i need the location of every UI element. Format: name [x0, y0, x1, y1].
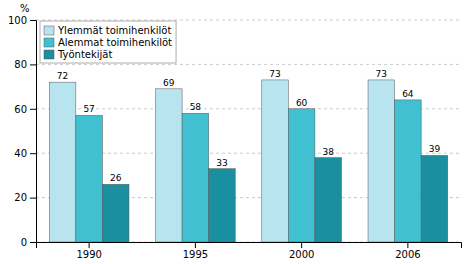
y-tick-mark	[30, 64, 36, 65]
x-axis: 1990 1995 2000 2006	[37, 242, 462, 260]
bar	[262, 80, 289, 242]
x-tick-mark	[301, 242, 302, 248]
x-tick-mark	[407, 242, 408, 248]
grid-line	[36, 20, 461, 21]
grid	[36, 20, 461, 242]
data-label: 64	[402, 89, 414, 99]
x-tick: 1990	[76, 242, 101, 260]
y-axis-line	[30, 21, 37, 243]
legend-label: Työntekijät	[57, 49, 112, 60]
data-label: 60	[296, 98, 308, 108]
bar	[288, 109, 315, 242]
x-tick: 1995	[183, 242, 208, 260]
y-tick-label: 100	[8, 15, 27, 26]
chart: 7269737357586064263338391990199520002006…	[0, 0, 471, 264]
bar	[209, 169, 236, 242]
bar	[368, 80, 395, 242]
legend-box	[40, 21, 176, 63]
x-tick-label: 1990	[76, 249, 101, 260]
y-tick: 20	[14, 192, 36, 203]
x-tick-label: 2000	[289, 249, 314, 260]
y-tick: 100	[8, 15, 36, 26]
data-label: 73	[269, 69, 280, 79]
data-label: 58	[190, 102, 202, 112]
data-label: 38	[322, 147, 334, 157]
legend-swatch	[44, 26, 54, 35]
bar	[315, 158, 342, 242]
bar-series	[76, 100, 421, 242]
bar	[102, 184, 129, 242]
x-tick-label: 1995	[183, 249, 208, 260]
y-tick-label: 0	[21, 237, 27, 248]
y-axis-label: %	[20, 3, 30, 14]
y-tick: 0	[21, 237, 36, 248]
y-tick-mark	[30, 109, 36, 110]
data-label: 72	[57, 71, 68, 81]
y-tick-label: 60	[14, 104, 27, 115]
bar	[49, 82, 76, 242]
legend-item: Alemmat toimihenkilöt	[44, 37, 172, 48]
x-tick: 2000	[289, 242, 314, 260]
y-tick-mark	[30, 198, 36, 199]
data-label: 33	[216, 158, 227, 168]
legend: Ylemmät toimihenkilötAlemmat toimihenkil…	[40, 21, 176, 63]
data-label: 39	[429, 144, 441, 154]
y-tick-mark	[30, 20, 36, 21]
data-label: 26	[110, 173, 122, 183]
y-tick: 80	[14, 59, 36, 70]
y-tick: 60	[14, 104, 36, 115]
data-labels: 72 69 73 73 57 58 60 64 26 33 38 39	[57, 69, 441, 183]
y-tick: 40	[14, 148, 36, 159]
legend-item: Ylemmät toimihenkilöt	[44, 25, 171, 36]
bar	[76, 115, 103, 242]
legend-label: Alemmat toimihenkilöt	[58, 37, 172, 48]
y-tick-mark	[30, 153, 36, 154]
data-label: 57	[83, 104, 94, 114]
legend-item: Työntekijät	[44, 49, 112, 60]
legend-swatch	[44, 50, 54, 59]
data-label: 69	[163, 78, 175, 88]
bar-series	[102, 155, 447, 242]
y-tick-label: 20	[14, 192, 27, 203]
plot: 7269737357586064263338391990199520002006…	[8, 15, 462, 260]
bar-series	[49, 80, 394, 242]
y-tick-label: 40	[14, 148, 27, 159]
bar	[182, 113, 209, 242]
legend-swatch	[44, 38, 54, 47]
y-tick-mark	[30, 242, 36, 243]
x-tick: 2006	[395, 242, 420, 260]
x-axis-line	[37, 243, 462, 249]
x-tick-label: 2006	[395, 249, 420, 260]
grid-line	[36, 64, 461, 65]
bar	[421, 155, 448, 242]
bars	[49, 80, 447, 242]
bar	[156, 89, 183, 242]
x-tick-mark	[89, 242, 90, 248]
y-tick-label: 80	[14, 59, 27, 70]
data-label: 73	[376, 69, 387, 79]
y-axis: 0 20 40 60 80 100	[8, 15, 37, 248]
legend-label: Ylemmät toimihenkilöt	[57, 25, 171, 36]
x-tick-mark	[195, 242, 196, 248]
bar	[395, 100, 422, 242]
